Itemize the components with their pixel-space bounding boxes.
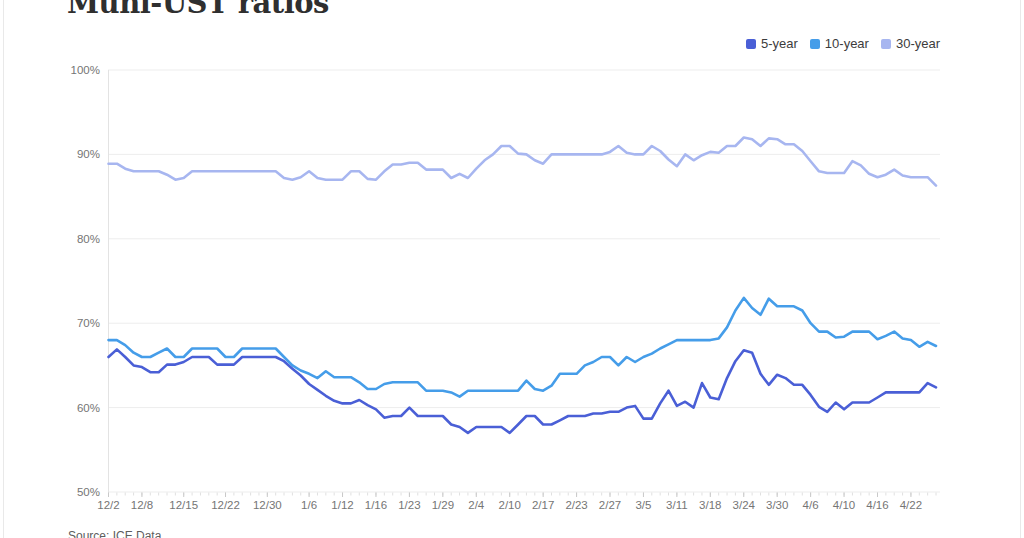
x-tick-label: 4/10 — [833, 499, 855, 511]
x-tick-label: 1/16 — [365, 499, 387, 511]
chart-canvas: 100%90%80%70%60%50%12/212/812/1512/2212/… — [0, 0, 1024, 538]
y-grid: 100% 90% 80% 70% 60% 50% — [71, 64, 940, 498]
y-tick-label: 60% — [77, 402, 100, 414]
x-axis-labels: 12/2 12/8 12/15 12/22 12/30 1/6 1/12 1/16 1/23 1/… — [97, 493, 922, 512]
y-tick-label: 90% — [77, 148, 100, 160]
x-tick-label: 12/2 — [97, 499, 119, 511]
series-line-30-year — [109, 138, 937, 186]
x-tick-label: 12/8 — [131, 499, 153, 511]
x-tick-label: 12/30 — [253, 499, 282, 511]
x-tick-label: 3/18 — [699, 499, 721, 511]
x-tick-label: 2/23 — [565, 499, 587, 511]
chart: 100%90%80%70%60%50%12/212/812/1512/2212/… — [0, 0, 1024, 538]
series-line-5-year — [109, 349, 937, 433]
x-tick-label: 4/22 — [900, 499, 922, 511]
x-tick-label: 12/15 — [169, 499, 198, 511]
series-line-10-year — [109, 298, 937, 397]
x-tick-label: 2/27 — [599, 499, 621, 511]
y-tick-label: 50% — [77, 486, 100, 498]
x-tick-label: 1/29 — [432, 499, 454, 511]
x-tick-label: 3/30 — [766, 499, 788, 511]
x-tick-label: 2/10 — [499, 499, 521, 511]
x-minor-ticks — [109, 493, 937, 496]
y-tick-label: 100% — [71, 64, 100, 76]
x-tick-label: 2/17 — [532, 499, 554, 511]
y-tick-label: 80% — [77, 233, 100, 245]
source-note: Source: ICE Data — [68, 529, 161, 538]
x-tick-label: 1/23 — [398, 499, 420, 511]
x-tick-label: 3/11 — [666, 499, 688, 511]
x-tick-label: 4/6 — [803, 499, 819, 511]
x-tick-label: 3/5 — [635, 499, 651, 511]
x-tick-label: 1/6 — [301, 499, 317, 511]
x-tick-label: 2/4 — [468, 499, 485, 511]
x-tick-label: 3/24 — [733, 499, 756, 511]
x-tick-label: 12/22 — [211, 499, 240, 511]
y-tick-label: 70% — [77, 317, 100, 329]
x-tick-label: 4/16 — [866, 499, 888, 511]
x-tick-label: 1/12 — [331, 499, 353, 511]
